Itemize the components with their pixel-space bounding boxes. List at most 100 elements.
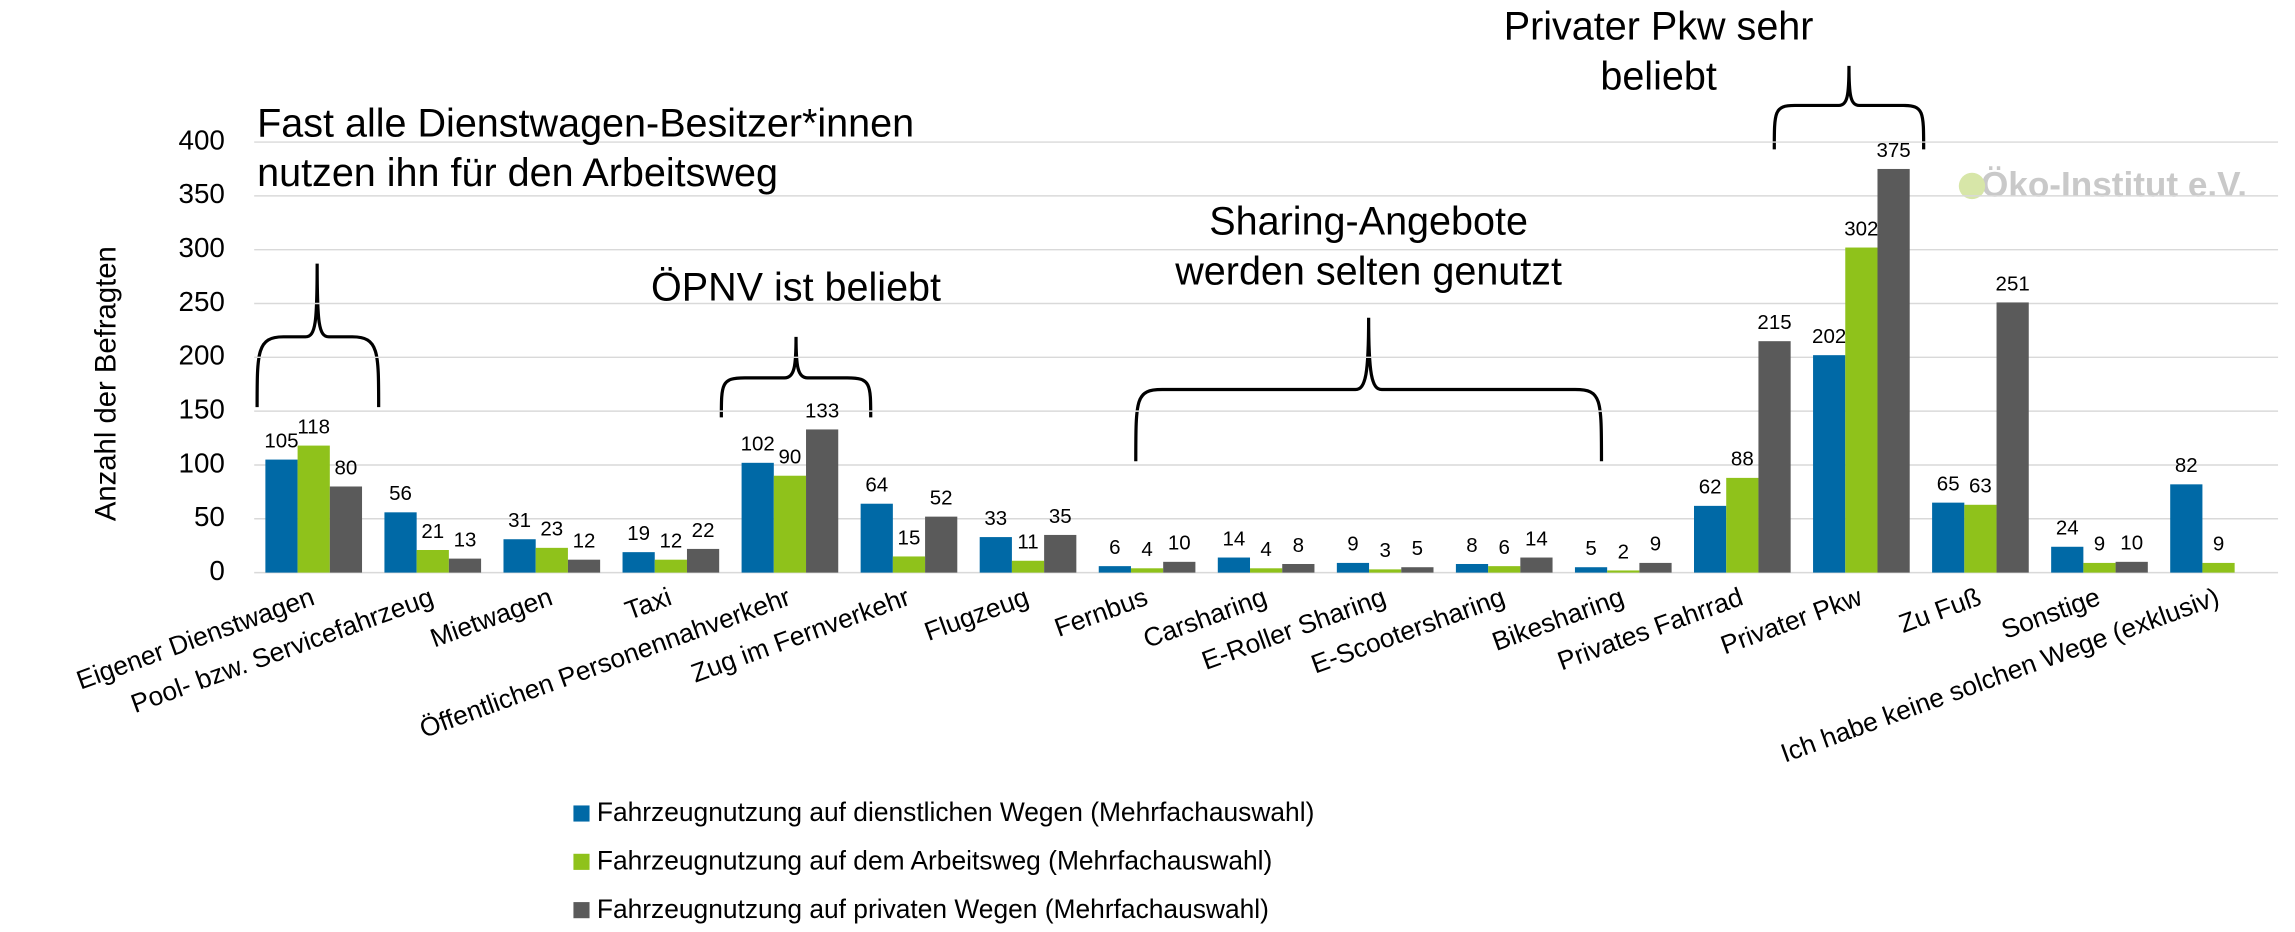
annotation: Sharing-Angebote [1209,199,1528,243]
bar [741,462,774,573]
legend-swatch [573,853,590,870]
bar [925,516,958,573]
bar [1336,562,1370,573]
bar [1758,341,1791,573]
value-label: 82 [2175,454,2198,477]
value-label: 251 [1996,272,2030,295]
value-label: 65 [1937,472,1960,495]
x-tick-label: Taxi [621,581,675,625]
bar [1932,502,1965,573]
bar [1044,534,1077,573]
y-tick-label: 300 [178,232,224,263]
bar [1369,569,1402,573]
bar [1520,557,1553,573]
value-label: 4 [1141,538,1152,561]
value-label: 215 [1757,311,1791,334]
bar [2051,546,2084,573]
x-tick-label: Zu Fuß [1895,581,1985,638]
bar [329,486,363,573]
value-label: 10 [1168,532,1191,555]
bar [622,552,655,573]
value-label: 133 [805,399,839,422]
value-label: 9 [1650,533,1661,556]
bar [1250,568,1283,573]
legend-swatch [573,805,590,822]
value-label: 24 [2056,517,2079,540]
bar [416,549,449,573]
value-label: 375 [1876,139,1910,162]
value-label: 9 [2213,533,2224,556]
y-axis-label: Anzahl der Befragten [89,246,122,521]
value-label: 62 [1699,476,1722,499]
value-label: 33 [984,507,1007,530]
value-label: 80 [335,456,358,479]
value-label: 14 [1222,527,1245,550]
bar [1401,567,1434,573]
value-label: 12 [573,530,596,553]
logo-leaf [1958,172,1986,200]
value-label: 4 [1260,538,1271,561]
bar [297,445,330,573]
annotation: werden selten genutzt [1174,249,1562,293]
annotation: Fast alle Dienstwagen-Besitzer*innen [257,101,914,145]
value-label: 302 [1844,217,1878,240]
brace [255,263,381,408]
value-label: 8 [1293,534,1304,557]
value-label: 105 [264,429,298,452]
bar [1964,504,1997,573]
value-label: 5 [1585,537,1596,560]
bar [2202,562,2235,573]
legend-label: Fahrzeugnutzung auf dienstlichen Wegen (… [597,797,1314,827]
y-tick-label: 100 [178,447,224,478]
bar [1217,557,1251,573]
y-tick-label: 150 [178,393,224,424]
value-label: 5 [1412,537,1423,560]
bar [1813,355,1846,573]
bar [535,547,568,573]
bar [1011,560,1045,573]
y-tick-label: 50 [194,501,225,532]
bar [384,512,417,573]
value-label: 10 [2120,532,2143,555]
x-tick-label: Fernbus [1050,581,1151,642]
value-label: 23 [540,518,563,541]
value-label: 15 [898,526,921,549]
value-label: 202 [1812,325,1846,348]
brace [1134,317,1604,462]
value-label: 9 [2094,533,2105,556]
bar [1639,562,1672,573]
value-label: 118 [297,415,330,438]
value-label: 21 [421,520,444,543]
value-label: 11 [1017,531,1038,554]
value-label: 56 [389,482,412,505]
y-tick-label: 400 [178,124,224,155]
bar [1455,563,1489,573]
value-label: 8 [1466,534,1477,557]
value-label: 6 [1499,536,1510,559]
value-label: 12 [659,530,682,553]
value-label: 63 [1969,475,1992,498]
bar [1098,566,1131,573]
value-label: 88 [1731,448,1754,471]
value-label: 35 [1049,505,1072,528]
value-label: 2 [1618,540,1629,563]
bar [1845,247,1878,573]
bar [2083,562,2116,573]
bar [773,475,807,573]
bar [1163,561,1196,573]
legend-swatch [573,902,590,919]
bar [1694,505,1727,573]
value-label: 102 [741,433,775,456]
annotation: ÖPNV ist beliebt [651,265,941,309]
value-label: 19 [627,522,650,545]
value-label: 6 [1109,536,1120,559]
bar [686,548,720,573]
bar [1726,477,1759,573]
value-label: 31 [508,509,531,532]
y-tick-label: 250 [178,286,224,317]
bar [2170,484,2203,573]
annotation: beliebt [1600,55,1717,99]
bar [1607,570,1640,573]
value-label: 22 [692,519,715,542]
bar [2115,561,2148,573]
